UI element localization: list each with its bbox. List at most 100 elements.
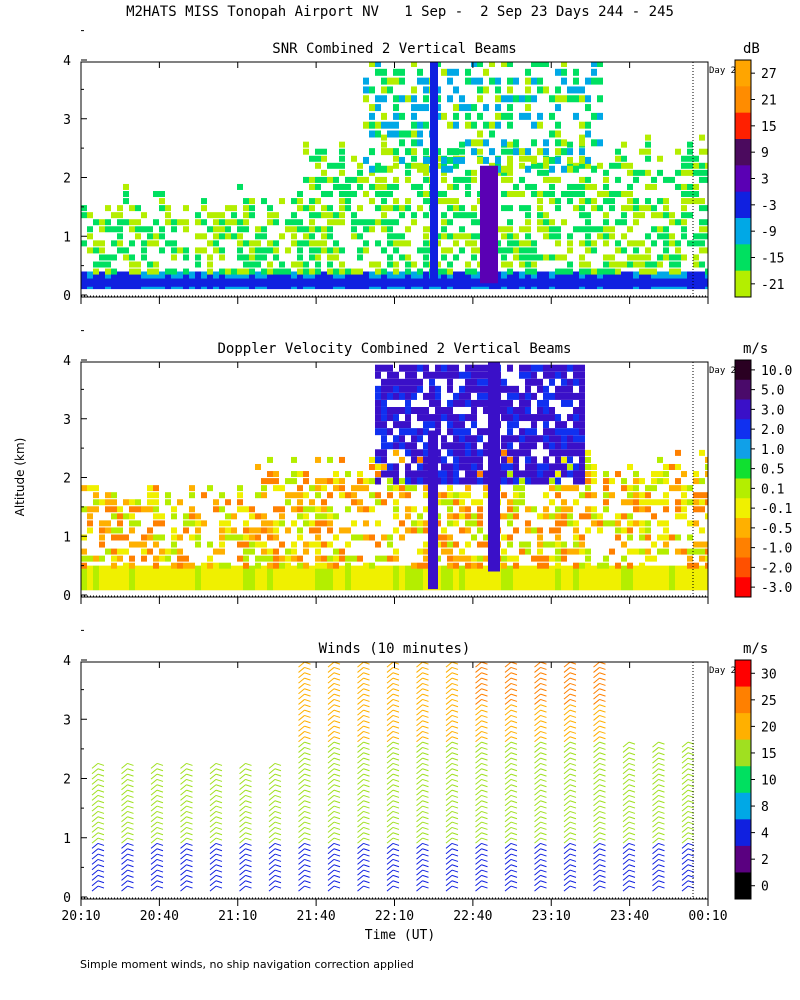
x-tick-label: 21:10 [218,909,257,924]
colorbar-swatch [735,872,751,900]
colorbar-swatch [735,165,751,193]
x-tick-label: 23:10 [532,909,571,924]
colorbar-tick-label: 2.0 [761,423,784,438]
colorbar-swatch [735,686,751,714]
x-tick-label: 00:10 [688,909,727,924]
colorbar-swatch [735,60,751,87]
y-tick-label: 4 [63,354,71,369]
panel-3-title: Winds (10 minutes) [319,641,471,657]
colorbar-tick-label: -1.0 [761,542,792,557]
x-tick-label: 20:10 [61,909,100,924]
colorbar-swatch [735,360,751,381]
panel-2-field [81,362,708,591]
colorbar-tick-label: 8 [761,800,769,815]
colorbar-units: m/s [743,341,768,357]
colorbar-tick-label: 1.0 [761,443,784,458]
colorbar-swatch [735,419,751,440]
colorbar-tick-label: 3.0 [761,403,784,418]
colorbar-swatch [735,518,751,539]
y-tick-label: 4 [63,654,71,669]
colorbar-swatch [735,766,751,794]
panel-2: Doppler Velocity Combined 2 Vertical Bea… [63,330,792,604]
colorbar-swatch [735,498,751,519]
colorbar-swatch [735,458,751,479]
colorbar-swatch [735,191,751,219]
panel-1-field [81,62,708,290]
day-marker: Day 2 [709,366,736,376]
footnote: Simple moment winds, no ship navigation … [80,958,414,971]
colorbar-swatch [735,557,751,578]
colorbar-tick-label: 9 [761,146,769,161]
colorbar-tick-label: -15 [761,252,784,267]
day-marker: Day 2 [709,666,736,676]
y-tick-label: 0 [63,289,71,304]
panel-2-colorbar: 10.0 5.0 3.0 2.0 1.0 0.5 0.1 -0.1 -0.5 -1.0 -2.0 -3… [734,341,792,598]
colorbar-tick-label: 10 [761,774,777,789]
colorbar-tick-label: 15 [761,747,777,762]
colorbar-tick-label: 30 [761,667,777,682]
y-tick-label: 0 [63,589,71,604]
colorbar-tick-label: 3 [761,173,769,188]
y-tick-label: 4 [63,54,71,69]
colorbar-swatch [735,478,751,499]
page-title: M2HATS MISS Tonopah Airport NV 1 Sep - 2… [126,4,674,20]
colorbar-tick-label: 10.0 [761,364,792,379]
x-tick-label: 22:40 [453,909,492,924]
x-tick-label: 21:40 [297,909,336,924]
colorbar-swatch [735,845,751,873]
x-tick-label: 23:40 [610,909,649,924]
colorbar-tick-label: 0.1 [761,482,784,497]
colorbar-swatch [735,739,751,767]
y-tick-label: 3 [63,713,71,728]
panel-1-title: SNR Combined 2 Vertical Beams [272,41,516,57]
colorbar-units: dB [743,41,760,57]
colorbar-tick-label: 0 [761,880,769,895]
y-tick-label: 2 [63,773,71,788]
y-tick-label: 3 [63,413,71,428]
colorbar-tick-label: -0.5 [761,522,792,537]
y-tick-label: 1 [63,230,71,245]
panel-2-title: Doppler Velocity Combined 2 Vertical Bea… [217,341,571,357]
colorbar-swatch [735,537,751,558]
colorbar-swatch [735,819,751,847]
colorbar-tick-label: 20 [761,720,777,735]
y-tick-label: 2 [63,172,71,187]
x-tick-label: 22:10 [375,909,414,924]
y-tick-label: 1 [63,832,71,847]
colorbar-swatch [735,270,751,298]
colorbar-tick-label: -0.1 [761,502,792,517]
colorbar-swatch [735,439,751,460]
colorbar-tick-label: 4 [761,827,769,842]
colorbar-swatch [735,218,751,245]
day-marker: Day 2 [709,66,736,76]
colorbar-tick-label: 21 [761,94,777,109]
panel-1: SNR Combined 2 Vertical Beams Day 2 0 1 2 3 4 2… [63,30,784,304]
colorbar-tick-label: 5.0 [761,384,784,399]
colorbar-tick-label: -9 [761,225,777,240]
colorbar-swatch [735,112,751,140]
colorbar-units: m/s [743,641,768,657]
colorbar-swatch [735,139,751,166]
colorbar-tick-label: 2 [761,853,769,868]
y-axis-label: Altitude (km) [13,437,27,517]
colorbar-tick-label: -3 [761,199,777,214]
colorbar-swatch [735,379,751,400]
colorbar-swatch [735,713,751,741]
colorbar-swatch [735,244,751,272]
colorbar-tick-label: 0.5 [761,463,784,478]
colorbar-swatch [735,577,751,598]
panel-3-frame [80,661,709,900]
colorbar-swatch [735,660,751,688]
x-tick-label: 20:40 [140,909,179,924]
y-tick-label: 1 [63,530,71,545]
colorbar-swatch [735,399,751,420]
x-axis-label: Time (UT) [364,928,436,943]
colorbar-swatch [735,86,751,114]
panel-1-colorbar: 27 21 15 9 3 -3 -9 -15 -21 dB [734,41,784,298]
colorbar-tick-label: -21 [761,278,784,293]
colorbar-tick-label: 27 [761,67,777,82]
colorbar-tick-label: 15 [761,120,777,135]
